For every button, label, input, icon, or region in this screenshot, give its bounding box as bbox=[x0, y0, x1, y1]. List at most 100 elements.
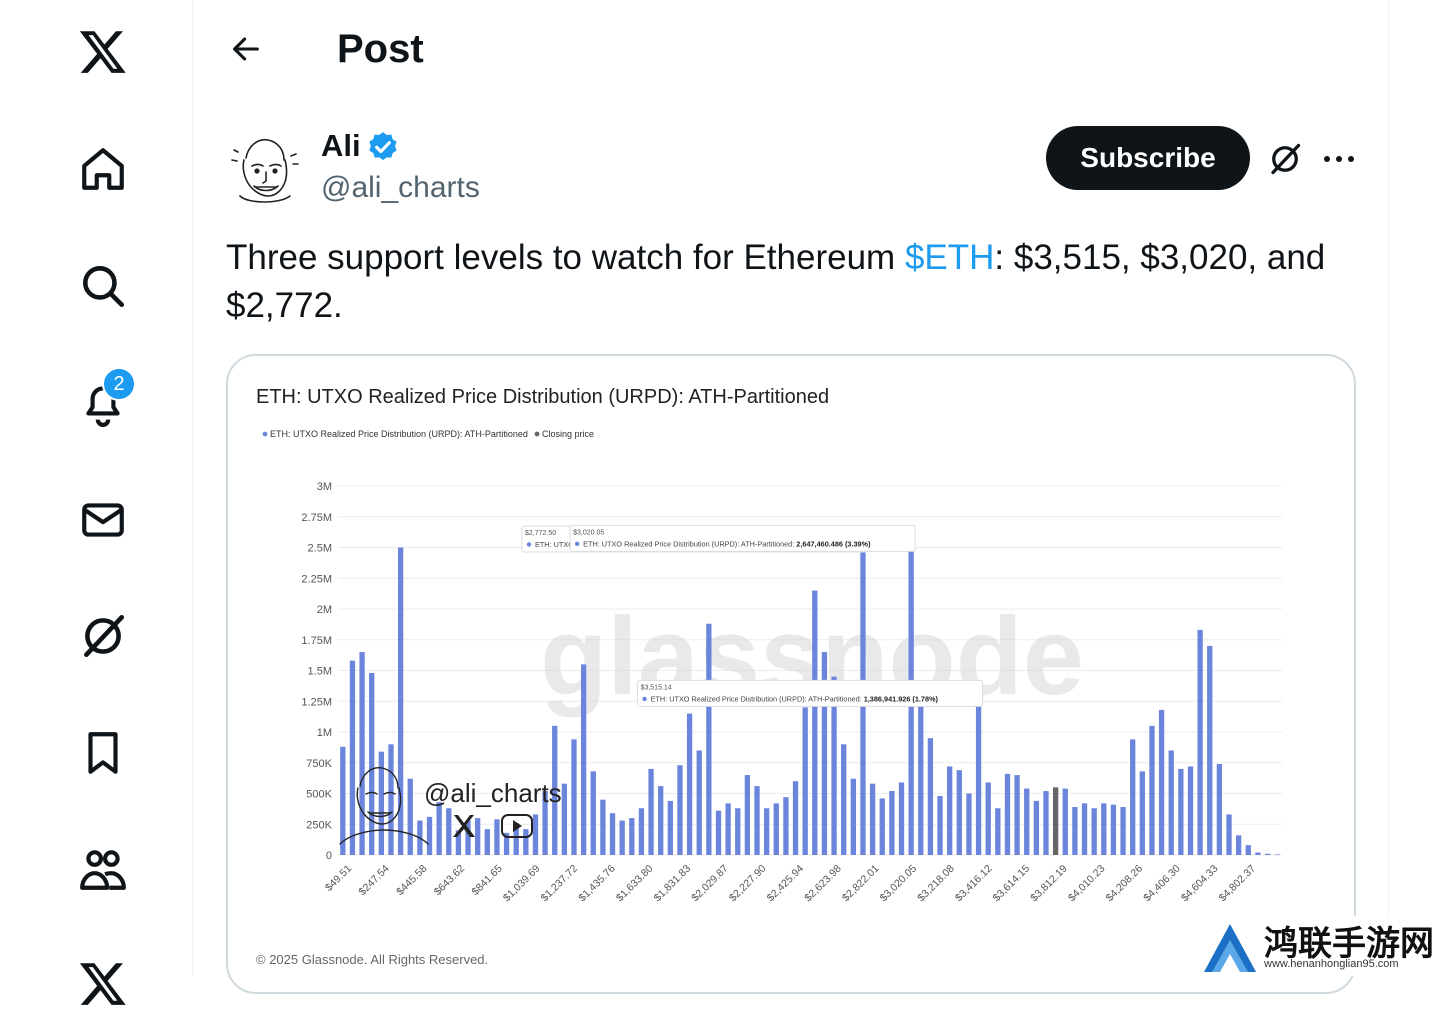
chart-bar[interactable] bbox=[1091, 808, 1097, 855]
chart-bar[interactable] bbox=[696, 750, 702, 855]
chart-bar[interactable] bbox=[484, 829, 490, 855]
chart-bar[interactable] bbox=[503, 832, 510, 855]
chart-bar[interactable] bbox=[995, 808, 1001, 855]
chart-bar[interactable] bbox=[898, 782, 905, 855]
bookmarks-icon[interactable] bbox=[70, 720, 136, 786]
chart-bar[interactable] bbox=[850, 778, 856, 855]
chart-bar[interactable] bbox=[1081, 803, 1088, 855]
chart-bar[interactable] bbox=[465, 820, 471, 855]
cashtag-link[interactable]: $ETH bbox=[904, 238, 995, 277]
chart-bar[interactable] bbox=[359, 652, 365, 855]
chart-bar[interactable] bbox=[1178, 768, 1184, 855]
chart-bar[interactable] bbox=[1139, 771, 1145, 855]
chart-bar[interactable] bbox=[1072, 807, 1078, 855]
chart-bar[interactable] bbox=[686, 713, 693, 855]
chart-bar[interactable] bbox=[985, 782, 991, 855]
chart-bar[interactable] bbox=[744, 775, 751, 855]
chart-bar[interactable] bbox=[407, 778, 413, 855]
chart-bar[interactable] bbox=[513, 823, 519, 855]
chart-bar[interactable] bbox=[340, 746, 346, 855]
chart-bar[interactable] bbox=[918, 706, 924, 855]
chart-bar[interactable] bbox=[1207, 645, 1213, 855]
search-icon[interactable] bbox=[70, 253, 136, 319]
chart-bar[interactable] bbox=[1004, 773, 1011, 855]
grok-icon[interactable] bbox=[70, 603, 136, 669]
chart-bar[interactable] bbox=[494, 819, 500, 855]
chart-bar[interactable] bbox=[773, 803, 779, 855]
grok-icon[interactable] bbox=[1262, 136, 1308, 182]
chart-bar[interactable] bbox=[966, 793, 972, 856]
chart-bar[interactable] bbox=[552, 725, 558, 855]
chart-bar[interactable] bbox=[446, 808, 452, 855]
chart-bar[interactable] bbox=[1197, 629, 1203, 855]
chart-bar[interactable] bbox=[542, 791, 548, 855]
chart-bar[interactable] bbox=[658, 786, 664, 855]
chart-bar[interactable] bbox=[475, 818, 481, 855]
chart-bar[interactable] bbox=[956, 770, 962, 855]
messages-icon[interactable] bbox=[70, 487, 136, 553]
chart-bar[interactable] bbox=[725, 803, 731, 855]
chart-bar[interactable] bbox=[1245, 845, 1251, 855]
chart-bar[interactable] bbox=[1226, 814, 1232, 855]
chart-bar[interactable] bbox=[812, 590, 818, 855]
chart-bar[interactable] bbox=[397, 547, 404, 856]
chart-bar[interactable] bbox=[677, 765, 683, 855]
chart-bar[interactable] bbox=[1236, 835, 1242, 855]
chart-bar[interactable] bbox=[455, 830, 462, 855]
chart-bar[interactable] bbox=[388, 744, 394, 855]
more-options-icon[interactable] bbox=[1316, 136, 1362, 182]
chart-bar[interactable] bbox=[937, 795, 943, 855]
chart-bar[interactable] bbox=[1033, 800, 1040, 855]
chart-bar[interactable] bbox=[619, 820, 625, 855]
chart-bar[interactable] bbox=[1130, 739, 1136, 855]
chart-bar[interactable] bbox=[1158, 709, 1165, 855]
x-logo-icon[interactable] bbox=[70, 18, 136, 84]
author-handle[interactable]: @ali_charts bbox=[321, 171, 480, 204]
chart-bar[interactable] bbox=[792, 781, 799, 855]
subscribe-button[interactable]: Subscribe bbox=[1046, 126, 1250, 190]
chart-bar[interactable] bbox=[831, 676, 837, 855]
chart-bar[interactable] bbox=[1216, 763, 1223, 855]
chart-bar[interactable] bbox=[869, 783, 876, 855]
chart-bar[interactable] bbox=[638, 808, 645, 855]
chart-bar[interactable] bbox=[802, 707, 808, 855]
chart-bar[interactable] bbox=[1014, 775, 1020, 855]
chart-bar[interactable] bbox=[629, 818, 635, 855]
chart-bar[interactable] bbox=[1110, 804, 1117, 855]
chart-bar[interactable] bbox=[590, 771, 596, 855]
chart-bar[interactable] bbox=[1101, 803, 1107, 855]
chart-bar[interactable] bbox=[1264, 853, 1271, 855]
chart-bar[interactable] bbox=[821, 652, 828, 855]
chart-bar[interactable] bbox=[1274, 854, 1280, 855]
chart-bar[interactable] bbox=[648, 768, 654, 855]
chart-bar[interactable] bbox=[927, 738, 934, 855]
premium-icon[interactable] bbox=[70, 950, 136, 1016]
chart-bar[interactable] bbox=[523, 829, 529, 855]
chart-bar[interactable] bbox=[1062, 788, 1068, 855]
chart-bar[interactable] bbox=[764, 808, 770, 855]
chart-bar[interactable] bbox=[436, 802, 442, 855]
closing-price-bar[interactable] bbox=[1052, 787, 1059, 855]
chart-bar[interactable] bbox=[580, 664, 587, 855]
chart-bar[interactable] bbox=[706, 623, 712, 855]
chart-bar[interactable] bbox=[600, 799, 606, 855]
home-icon[interactable] bbox=[70, 136, 136, 202]
author-name[interactable]: Ali bbox=[321, 128, 361, 163]
chart-bar[interactable] bbox=[561, 783, 568, 855]
chart-bar[interactable] bbox=[349, 660, 356, 855]
chart-bar[interactable] bbox=[754, 786, 760, 855]
chart-bar[interactable] bbox=[1043, 791, 1049, 855]
chart-bar[interactable] bbox=[1255, 852, 1261, 855]
chart-bar[interactable] bbox=[532, 814, 539, 855]
chart-bar[interactable] bbox=[609, 813, 616, 855]
chart-bar[interactable] bbox=[889, 791, 895, 855]
chart-bar[interactable] bbox=[841, 744, 847, 855]
avatar[interactable] bbox=[226, 130, 304, 208]
chart-bar[interactable] bbox=[378, 751, 384, 855]
chart-bar[interactable] bbox=[1168, 750, 1174, 855]
chart-bar[interactable] bbox=[975, 684, 982, 855]
chart-bar[interactable] bbox=[571, 739, 577, 855]
chart-bar[interactable] bbox=[879, 798, 885, 855]
chart-bar[interactable] bbox=[369, 672, 375, 855]
chart-bar[interactable] bbox=[947, 766, 953, 855]
